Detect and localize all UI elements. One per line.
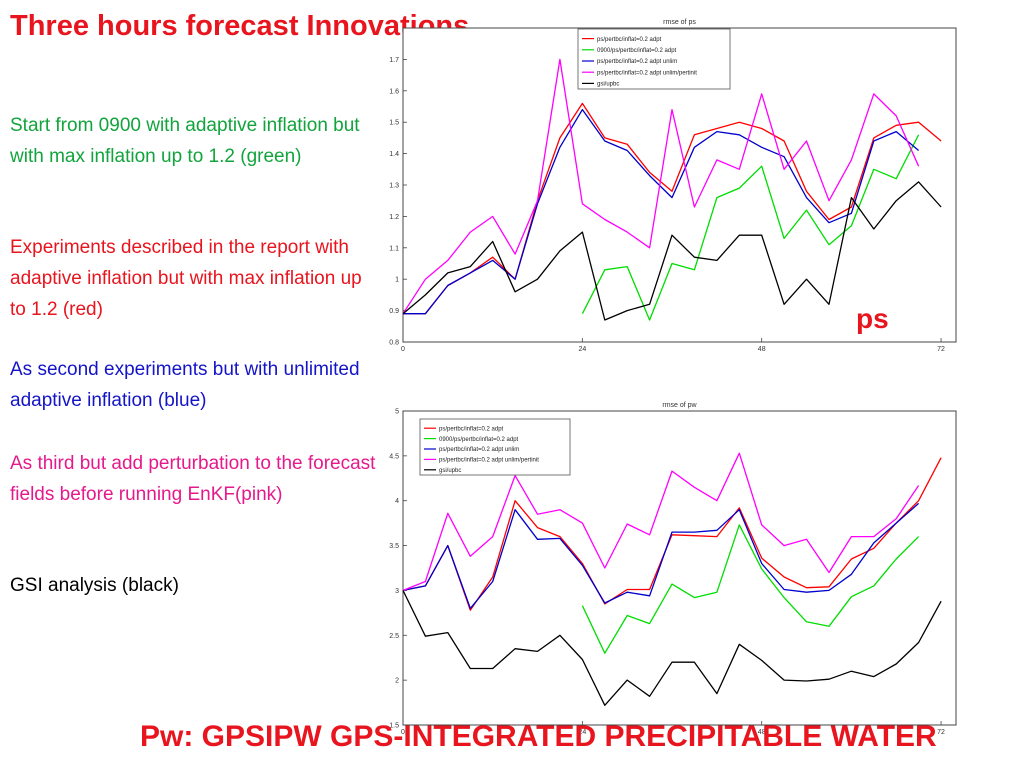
- chart1-xtick-label: 0: [401, 346, 405, 353]
- chart2-legend-label: ps/pertbc/inflat=0.2 adpt unlim: [439, 447, 519, 453]
- red-description: Experiments described in the report with…: [10, 237, 362, 320]
- chart1-series-2: [581, 134, 920, 321]
- chart2-ytick-label: 1.5: [389, 723, 399, 730]
- chart1-ytick-label: 0.9: [389, 308, 399, 315]
- chart2-xtick-label: 0: [401, 729, 405, 736]
- chart1-xtick-label: 72: [937, 346, 945, 353]
- chart2-legend-label: ps/pertbc/inflat=0.2 adpt unlim/pertinit: [439, 458, 539, 464]
- chart2-ytick-label: 2: [395, 678, 399, 685]
- chart1-series-1: [403, 102, 942, 315]
- chart1-ytick-label: 0.8: [389, 340, 399, 347]
- chart1-xtick-label: 48: [758, 346, 766, 353]
- chart1-legend-label: ps/pertbc/inflat=0.2 adpt: [597, 37, 662, 43]
- chart1-series-5: [402, 181, 942, 321]
- chart2-series-4: [402, 452, 920, 592]
- chart1-ytick-label: 1.2: [389, 214, 399, 221]
- chart1-ytick-label: 1.5: [389, 120, 399, 127]
- chart2-legend: [419, 418, 571, 476]
- chart1-legend-label: gsi/upbc: [597, 82, 619, 88]
- chart1-ytick-label: 1: [395, 277, 399, 284]
- chart2-xtick-label: 24: [578, 729, 586, 736]
- chart2-xtick-label: 72: [937, 729, 945, 736]
- chart2-ytick-label: 4: [395, 498, 399, 505]
- green-description: Start from 0900 with adaptive inflation …: [10, 115, 360, 167]
- chart2-ytick-label: 3.5: [389, 543, 399, 550]
- chart2-ytick-label: 3: [395, 588, 399, 595]
- chart1-ytick-label: 1.1: [389, 245, 399, 252]
- chart1-series-4: [402, 58, 920, 315]
- ps-label: ps: [856, 303, 889, 334]
- bottom-title: Pw: GPSIPW GPS-INTEGRATED PRECIPITABLE W…: [140, 720, 937, 753]
- chart2-ytick-label: 4.5: [389, 453, 399, 460]
- pink-description: As third but add perturbation to the for…: [10, 453, 376, 505]
- charts-area: rmse of ps0 24 48 720.80.911.11.21.31.41.51…: [389, 19, 957, 736]
- chart2-ytick-label: 2.5: [389, 633, 399, 640]
- black-description: GSI analysis (black): [10, 575, 179, 596]
- chart2-series-2: [581, 524, 920, 654]
- chart1-ytick-label: 1.4: [389, 151, 399, 158]
- chart1-legend-label: 0900/ps/pertbc/inflat=0.2 adpt: [597, 48, 677, 54]
- chart1-xtick-label: 24: [578, 346, 586, 353]
- blue-description: As second experiments but with unlimited…: [10, 359, 360, 411]
- chart2-xtick-label: 48: [758, 729, 766, 736]
- slide-title: Three hours forecast Innovations: [10, 10, 470, 42]
- chart2-legend-label: ps/pertbc/inflat=0.2 adpt: [439, 426, 504, 432]
- chart1-title: rmse of ps: [663, 19, 696, 26]
- chart2-legend-label: gsi/upbc: [439, 468, 461, 474]
- chart1-legend: [577, 28, 731, 90]
- chart1-legend-label: ps/pertbc/inflat=0.2 adpt unlim/pertinit: [597, 70, 697, 76]
- chart2-title: rmse of pw: [662, 402, 697, 409]
- chart2-series-5: [402, 590, 942, 706]
- chart1-ytick-label: 1.3: [389, 183, 399, 190]
- chart2-legend-label: 0900/ps/pertbc/inflat=0.2 adpt: [439, 437, 519, 443]
- chart1-ytick-label: 1.7: [389, 57, 399, 64]
- chart1-series-3: [403, 108, 920, 315]
- chart2-series-1: [402, 457, 942, 611]
- chart2-series-3: [402, 502, 920, 610]
- chart1-legend-label: ps/pertbc/inflat=0.2 adpt unlim: [597, 59, 677, 65]
- chart1-ytick-label: 1.6: [389, 88, 399, 95]
- chart2-ytick-label: 5: [395, 409, 399, 416]
